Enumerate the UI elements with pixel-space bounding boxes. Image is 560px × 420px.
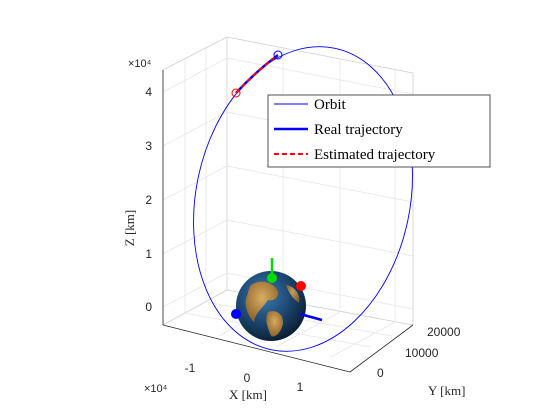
x-tick-labels: -1 0 1 (185, 361, 304, 394)
z-axis-marker (267, 273, 277, 283)
axes-box (162, 36, 414, 373)
y-tick-label: 20000 (427, 325, 461, 339)
orbit-line (193, 46, 413, 352)
y-axis-label: Y [km] (428, 383, 465, 398)
z-tick-labels: 4 3 2 1 0 (145, 85, 152, 314)
y-tick-labels: 0 10000 20000 (377, 325, 461, 380)
z-gridlines (162, 57, 414, 310)
x-tick-label: 1 (297, 380, 304, 394)
legend: Orbit Real trajectory Estimated trajecto… (267, 94, 491, 168)
x-tick-label: 0 (244, 371, 251, 385)
trajectory-start-marker (231, 88, 241, 98)
x-exponent: ×10⁴ (144, 383, 168, 395)
trajectory-end-marker (273, 50, 283, 60)
z-tick-label: 0 (145, 300, 152, 314)
legend-real-label: Real trajectory (314, 122, 403, 138)
z-tick-label: 4 (145, 85, 152, 99)
earth-globe (236, 271, 306, 341)
earth-body-axes (231, 258, 323, 322)
x-axis-label: X [km] (229, 387, 267, 402)
z-tick-label: 1 (145, 247, 152, 261)
legend-estimated-label: Estimated trajectory (314, 147, 436, 163)
z-exponent: ×10⁴ (128, 58, 152, 70)
legend-orbit-label: Orbit (314, 97, 346, 113)
z-axis-label: Z [km] (122, 210, 137, 246)
z-tick-label: 2 (145, 193, 152, 207)
x-tick-label: -1 (185, 361, 196, 375)
x-axis-marker (296, 281, 306, 291)
y-tick-label: 0 (377, 366, 384, 380)
y-tick-label: 10000 (405, 346, 439, 360)
y-axis-marker (231, 309, 241, 319)
z-tick-label: 3 (145, 139, 152, 153)
